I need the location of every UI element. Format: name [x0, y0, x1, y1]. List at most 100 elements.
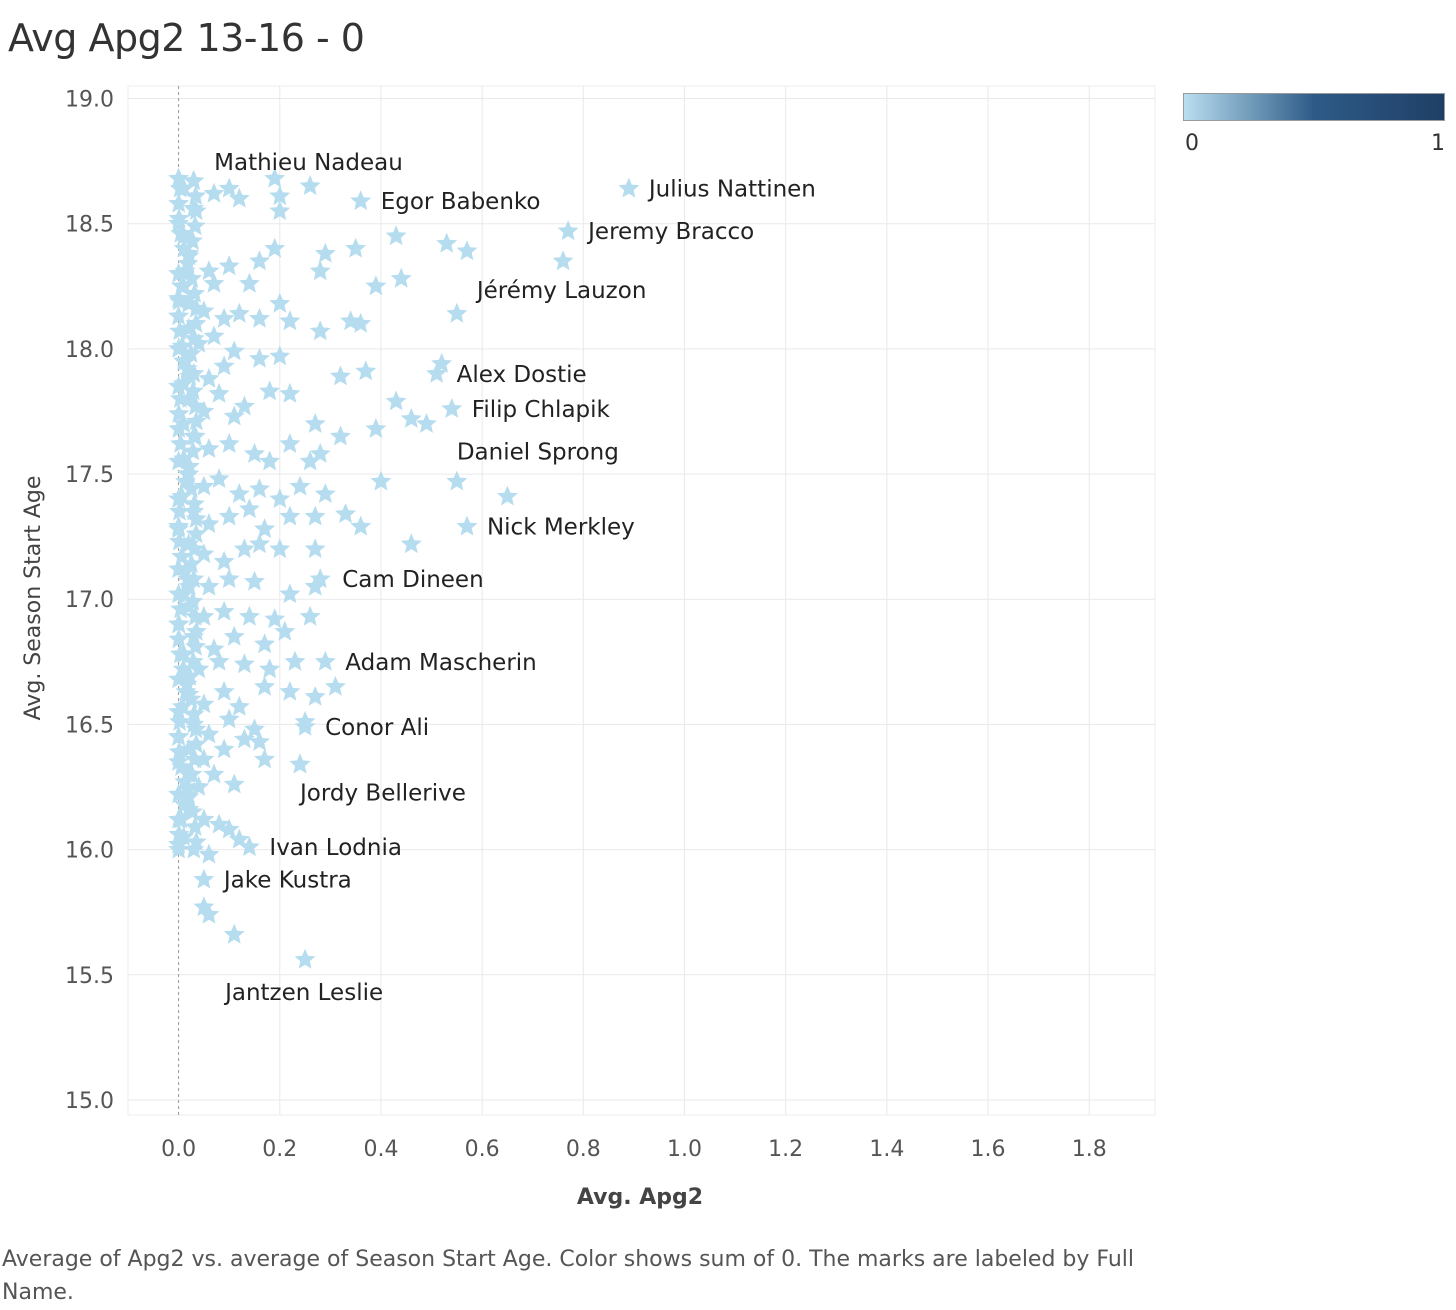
data-point-star[interactable]	[181, 267, 203, 288]
data-point-star[interactable]	[175, 470, 196, 491]
data-point-star[interactable]	[169, 320, 191, 341]
data-point-star[interactable]	[203, 763, 225, 784]
data-point-star[interactable]	[249, 533, 270, 554]
data-point-star[interactable]	[203, 182, 225, 203]
labeled-point-star[interactable]	[314, 650, 336, 671]
data-point-star[interactable]	[198, 438, 220, 458]
data-point-star[interactable]	[213, 738, 235, 759]
labeled-point-star[interactable]	[426, 362, 448, 383]
data-point-star[interactable]	[279, 505, 301, 526]
data-point-star[interactable]	[181, 763, 203, 784]
data-point-star[interactable]	[171, 335, 193, 356]
data-point-star[interactable]	[198, 367, 220, 388]
data-point-star[interactable]	[169, 643, 191, 664]
data-point-star[interactable]	[177, 568, 199, 589]
data-point-star[interactable]	[198, 575, 220, 596]
data-point-star[interactable]	[400, 533, 422, 554]
data-point-star[interactable]	[170, 222, 192, 243]
data-point-star[interactable]	[176, 357, 198, 378]
data-point-star[interactable]	[168, 823, 190, 844]
data-point-star[interactable]	[193, 543, 215, 564]
data-point-star[interactable]	[185, 523, 207, 544]
data-point-star[interactable]	[355, 360, 377, 381]
data-point-star[interactable]	[168, 725, 190, 746]
data-point-star[interactable]	[228, 695, 250, 716]
data-point-star[interactable]	[185, 395, 206, 416]
data-point-star[interactable]	[436, 232, 458, 253]
data-point-star[interactable]	[170, 433, 192, 453]
data-point-star[interactable]	[168, 192, 190, 213]
data-point-star[interactable]	[309, 320, 331, 341]
data-point-star[interactable]	[169, 530, 190, 551]
labeled-point-star[interactable]	[239, 836, 260, 856]
data-point-star[interactable]	[185, 410, 207, 431]
data-point-star[interactable]	[264, 237, 286, 258]
data-point-star[interactable]	[223, 405, 245, 426]
labeled-point-star[interactable]	[441, 398, 463, 418]
data-point-star[interactable]	[284, 650, 306, 671]
data-point-star[interactable]	[193, 693, 215, 714]
data-point-star[interactable]	[335, 503, 356, 523]
data-point-star[interactable]	[175, 680, 197, 701]
data-point-star[interactable]	[233, 728, 255, 749]
data-point-star[interactable]	[345, 237, 367, 258]
labeled-point-star[interactable]	[446, 302, 468, 323]
data-point-star[interactable]	[213, 600, 235, 621]
data-point-star[interactable]	[177, 463, 198, 483]
data-point-star[interactable]	[198, 843, 220, 864]
data-point-star[interactable]	[213, 550, 235, 571]
data-point-star[interactable]	[304, 538, 326, 559]
data-point-star[interactable]	[279, 680, 301, 701]
data-point-star[interactable]	[254, 675, 276, 696]
data-point-star[interactable]	[314, 242, 336, 263]
data-point-star[interactable]	[169, 388, 191, 408]
data-point-star[interactable]	[170, 808, 192, 829]
data-point-star[interactable]	[330, 365, 351, 386]
labeled-point-star[interactable]	[446, 470, 468, 491]
data-point-star[interactable]	[279, 433, 301, 453]
data-point-star[interactable]	[182, 380, 204, 401]
data-point-star[interactable]	[203, 272, 225, 293]
data-point-star[interactable]	[174, 771, 196, 791]
data-point-star[interactable]	[254, 518, 276, 538]
data-point-star[interactable]	[350, 515, 372, 536]
data-point-star[interactable]	[228, 187, 250, 208]
data-point-star[interactable]	[249, 250, 270, 271]
data-point-star[interactable]	[185, 200, 207, 221]
data-point-star[interactable]	[193, 300, 215, 321]
data-point-star[interactable]	[185, 620, 207, 641]
data-point-star[interactable]	[171, 545, 193, 566]
data-point-star[interactable]	[198, 903, 220, 924]
data-point-star[interactable]	[185, 831, 207, 851]
data-point-star[interactable]	[169, 710, 191, 731]
data-point-star[interactable]	[223, 340, 245, 361]
data-point-star[interactable]	[183, 170, 204, 190]
data-point-star[interactable]	[193, 475, 215, 496]
data-point-star[interactable]	[370, 470, 392, 491]
data-point-star[interactable]	[304, 505, 326, 526]
data-point-star[interactable]	[203, 638, 225, 659]
data-point-star[interactable]	[168, 305, 190, 326]
data-point-star[interactable]	[168, 207, 190, 228]
data-point-star[interactable]	[228, 483, 250, 503]
data-point-star[interactable]	[289, 475, 311, 496]
data-point-star[interactable]	[183, 703, 205, 724]
data-point-star[interactable]	[213, 355, 235, 376]
data-point-star[interactable]	[172, 658, 194, 679]
labeled-point-star[interactable]	[193, 868, 215, 889]
data-point-star[interactable]	[309, 260, 331, 281]
data-point-star[interactable]	[552, 250, 574, 271]
data-point-star[interactable]	[168, 418, 190, 438]
data-point-star[interactable]	[330, 425, 351, 446]
data-point-star[interactable]	[172, 372, 194, 393]
data-point-star[interactable]	[218, 568, 240, 589]
labeled-point-star[interactable]	[289, 753, 311, 774]
labeled-point-star[interactable]	[294, 948, 316, 969]
data-point-star[interactable]	[279, 382, 301, 403]
data-point-star[interactable]	[198, 513, 220, 533]
data-point-star[interactable]	[497, 485, 518, 506]
data-point-star[interactable]	[171, 275, 192, 296]
data-point-star[interactable]	[416, 413, 437, 433]
labeled-point-star[interactable]	[350, 190, 372, 211]
data-point-star[interactable]	[259, 658, 281, 679]
